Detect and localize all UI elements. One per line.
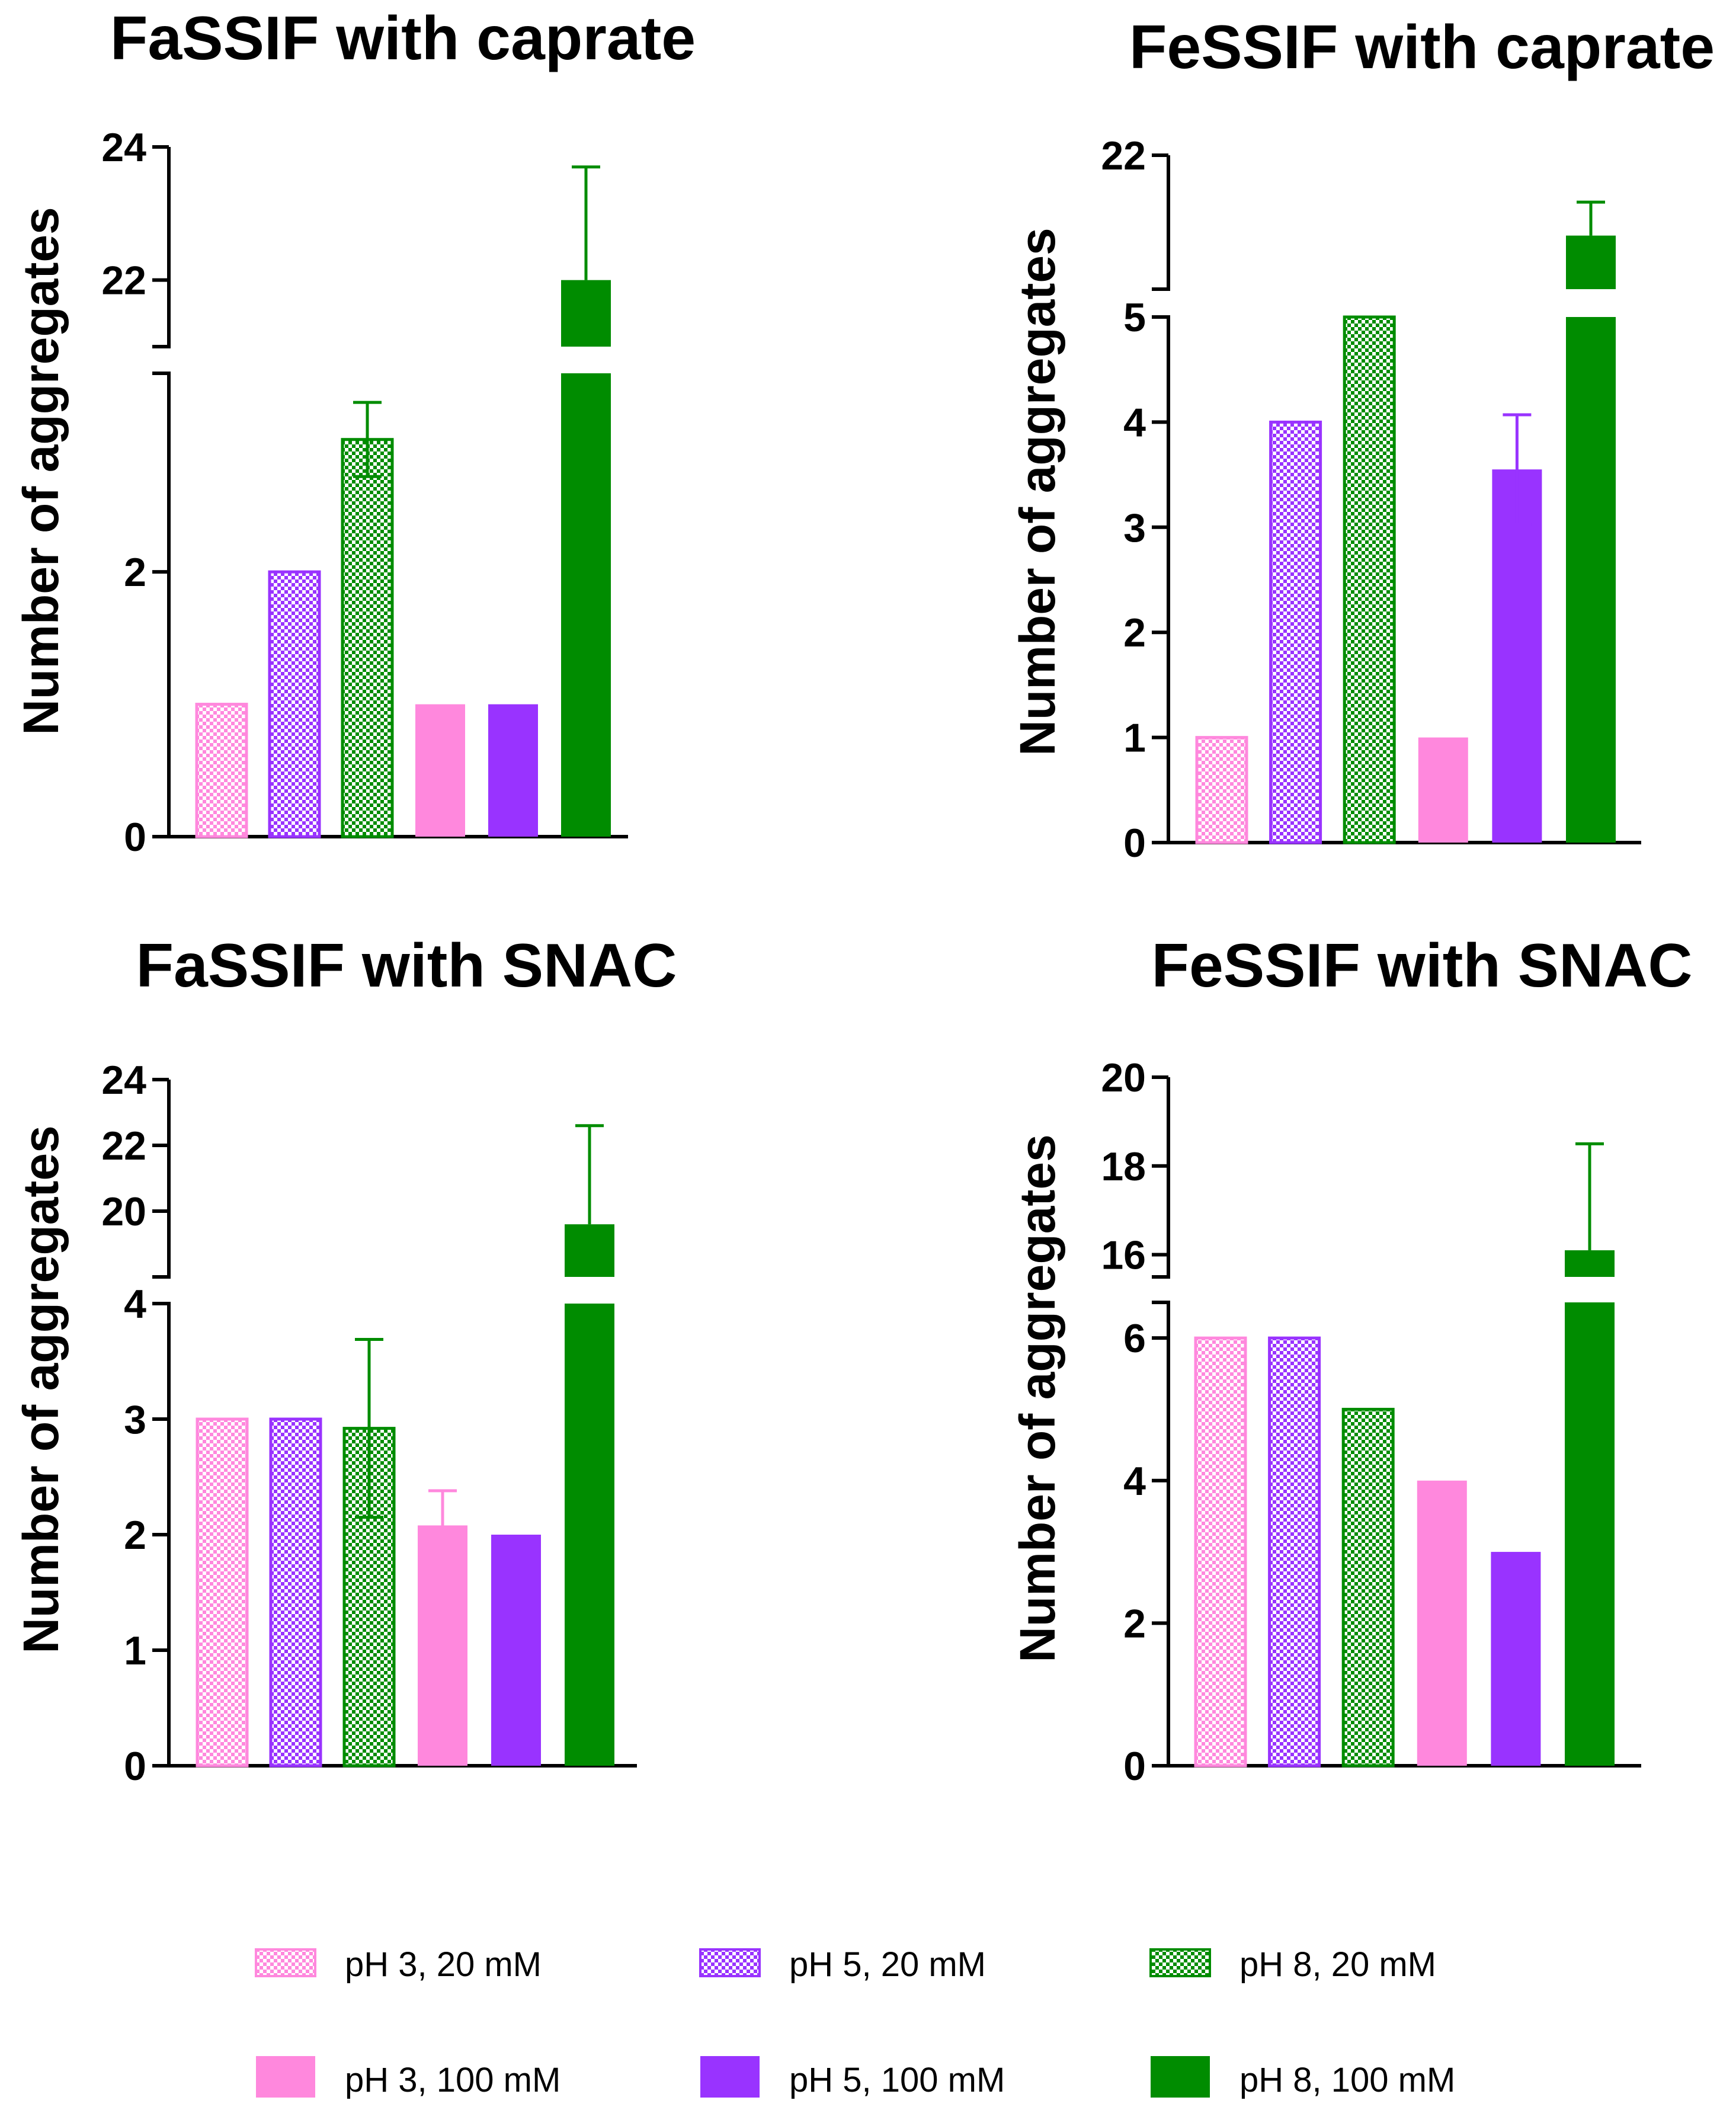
y-tick-label: 24 — [101, 125, 146, 170]
chart-fessif-snac: FeSSIF with SNAC Number of aggregates 0 2… — [1010, 931, 1692, 1789]
legend-item: pH 5, 100 mM — [700, 2056, 1005, 2099]
legend-swatch — [255, 1948, 316, 1977]
bar — [1417, 1480, 1467, 1766]
legend-item: pH 8, 20 mM — [1149, 1945, 1436, 1984]
y-tick-label: 22 — [101, 258, 146, 303]
y-tick-label: 0 — [1123, 821, 1146, 866]
bar — [1195, 736, 1248, 844]
legend-item: pH 8, 100 mM — [1151, 2056, 1455, 2099]
legend-item: pH 5, 20 mM — [699, 1945, 986, 1984]
y-tick-label: 2 — [124, 1513, 146, 1558]
y-tick-label: 3 — [1123, 505, 1146, 550]
legend-swatch — [1149, 1948, 1211, 1977]
y-tick-label: 2 — [1123, 1601, 1146, 1646]
legend-label: pH 8, 100 mM — [1239, 2061, 1455, 2099]
y-tick-label: 24 — [101, 1058, 146, 1103]
bar — [415, 704, 465, 837]
y-tick-label: 5 — [1123, 295, 1146, 340]
legend-item: pH 3, 20 mM — [255, 1945, 542, 1984]
y-tick-label: 22 — [1101, 133, 1146, 178]
bar — [196, 1417, 249, 1768]
legend-swatch — [1151, 2056, 1210, 2098]
bar — [491, 1535, 541, 1766]
y-axis-label: Number of aggregates — [1010, 228, 1065, 756]
y-tick-label: 4 — [124, 1282, 146, 1327]
bar — [1341, 1407, 1395, 1768]
y-tick-label: 0 — [1123, 1744, 1146, 1789]
y-tick-label: 4 — [1123, 1459, 1146, 1504]
bar — [269, 1417, 322, 1768]
legend-label: pH 3, 20 mM — [345, 1945, 542, 1984]
y-tick-label: 2 — [1123, 610, 1146, 655]
legend-label: pH 5, 20 mM — [789, 1945, 986, 1984]
bar-upper-segment — [565, 1224, 614, 1277]
legend-item: pH 3, 100 mM — [256, 2056, 560, 2099]
y-tick-label: 22 — [101, 1123, 146, 1168]
chart-title: FeSSIF with SNAC — [1152, 931, 1693, 1000]
y-tick-label: 4 — [1123, 400, 1146, 445]
legend-swatch — [700, 2056, 760, 2098]
bar — [418, 1525, 467, 1766]
chart-fassif-snac: FaSSIF with SNAC Number of aggregates 0 1… — [13, 931, 677, 1789]
bar — [1268, 1336, 1321, 1768]
legend-label: pH 8, 20 mM — [1239, 1945, 1436, 1984]
bar — [1343, 315, 1396, 844]
y-tick-label: 2 — [124, 550, 146, 595]
bar — [1418, 737, 1468, 843]
chart-fassif-caprate: FaSSIF with caprate Number of aggregates… — [13, 4, 696, 860]
bar — [1194, 1336, 1247, 1768]
chart-title: FaSSIF with SNAC — [136, 931, 677, 1000]
bar — [341, 438, 394, 838]
bar-lower-segment — [561, 373, 611, 837]
y-tick-label: 1 — [124, 1628, 146, 1673]
y-tick-label: 0 — [124, 1744, 146, 1789]
y-tick-label: 0 — [124, 815, 146, 860]
y-axis-label: Number of aggregates — [13, 1125, 69, 1654]
bar — [195, 703, 248, 838]
chart-fessif-caprate: FeSSIF with caprate Number of aggregates… — [1010, 13, 1715, 866]
bar-upper-segment — [561, 280, 611, 347]
bar-lower-segment — [1566, 317, 1616, 843]
bar — [1492, 469, 1542, 843]
legend: pH 3, 20 mM pH 5, 20 mM pH 8, 20 mM pH 3… — [255, 1945, 1455, 2099]
bar-upper-segment — [1566, 235, 1616, 289]
y-axis-label: Number of aggregates — [13, 207, 69, 735]
y-tick-label: 6 — [1123, 1316, 1146, 1361]
y-tick-label: 18 — [1101, 1144, 1146, 1189]
y-tick-label: 20 — [1101, 1055, 1146, 1100]
bar — [1491, 1552, 1541, 1766]
bar — [488, 704, 538, 837]
legend-label: pH 5, 100 mM — [789, 2061, 1005, 2099]
y-axis-label: Number of aggregates — [1010, 1134, 1065, 1663]
bar — [268, 570, 321, 838]
y-tick-label: 16 — [1101, 1233, 1146, 1278]
y-tick-label: 1 — [1123, 716, 1146, 761]
chart-title: FaSSIF with caprate — [110, 4, 696, 73]
bar-lower-segment — [1565, 1302, 1615, 1766]
legend-swatch — [256, 2056, 315, 2098]
legend-label: pH 3, 100 mM — [345, 2061, 560, 2099]
y-tick-label: 20 — [101, 1189, 146, 1234]
bar — [1269, 420, 1322, 844]
y-tick-label: 3 — [124, 1397, 146, 1442]
bar-lower-segment — [565, 1304, 614, 1766]
bar-upper-segment — [1565, 1250, 1615, 1277]
chart-title: FeSSIF with caprate — [1129, 13, 1715, 82]
legend-swatch — [699, 1948, 761, 1977]
